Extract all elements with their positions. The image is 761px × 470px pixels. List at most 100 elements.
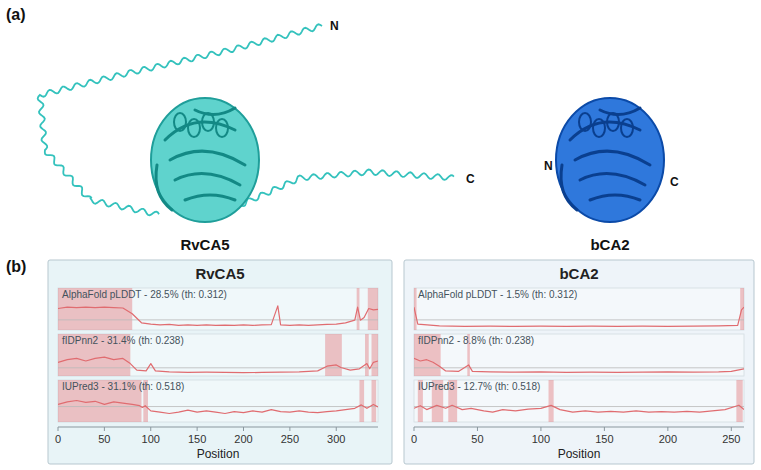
x-tick-label: 150 (595, 433, 613, 445)
track-frame (414, 380, 744, 422)
x-tick-label: 150 (188, 433, 206, 445)
helix (188, 119, 200, 137)
disorder-region (359, 380, 364, 422)
x-axis (58, 427, 378, 428)
panel-title: bCA2 (559, 265, 598, 282)
x-tick-label: 100 (532, 433, 550, 445)
chart-panel: bCA2 AlphaFold pLDDT - 1.5% (th: 0.312) fI… (404, 260, 754, 464)
secondary-structure (185, 195, 235, 200)
x-tick (197, 427, 198, 431)
x-tick (477, 427, 478, 431)
helix (607, 113, 619, 131)
x-tick-label: 200 (659, 433, 677, 445)
secondary-structure (170, 151, 245, 165)
terminus-label: N (330, 19, 339, 33)
disorder-region (736, 380, 742, 422)
x-tick (604, 427, 605, 431)
structure-rvca5 (38, 24, 454, 222)
x-tick-label: 300 (327, 433, 345, 445)
disordered-tail (240, 170, 454, 207)
x-tick-label: 250 (722, 433, 740, 445)
panel-background (48, 260, 392, 464)
x-tick-label: 0 (411, 433, 417, 445)
track-label: AlphaFold pLDDT - 1.5% (th: 0.312) (418, 289, 577, 300)
x-tick (540, 427, 541, 431)
helix (579, 113, 591, 131)
x-tick (104, 427, 105, 431)
track-marks (414, 288, 744, 330)
track-marks (58, 288, 378, 330)
threshold-line (414, 319, 744, 320)
track-frame (414, 334, 744, 376)
threshold-line (414, 406, 744, 407)
disorder-region (372, 334, 378, 376)
x-tick (150, 427, 151, 431)
x-tick (731, 427, 732, 431)
score-line (58, 401, 378, 414)
structure-bca2 (556, 98, 664, 222)
structure-name: RvCA5 (180, 236, 229, 253)
secondary-structure (600, 108, 640, 115)
secondary-structure (195, 108, 235, 115)
secondary-structure (575, 151, 650, 165)
track-frame (58, 380, 378, 422)
x-tick (336, 427, 337, 431)
track-label: fIDPnn2 - 8.8% (th: 0.238) (418, 335, 534, 346)
x-axis-title: Position (197, 447, 240, 461)
secondary-structure (175, 174, 240, 185)
score-line (414, 405, 744, 412)
x-tick (289, 427, 290, 431)
track-marks (414, 380, 744, 422)
structure-name: bCA2 (590, 236, 629, 253)
helix (202, 113, 214, 131)
figure: (a) (b) N C RvCA5 N CbCA2 RvCA5 AlphaFold pLDDT … (0, 0, 761, 470)
track-label: AlphaFold pLDDT - 28.5% (th: 0.312) (62, 289, 227, 300)
disorder-region (372, 380, 377, 422)
secondary-structure (580, 174, 645, 185)
x-tick-label: 50 (471, 433, 483, 445)
threshold-line (58, 406, 378, 407)
score-line (58, 357, 378, 373)
x-tick (667, 427, 668, 431)
secondary-structure (561, 165, 577, 210)
threshold-line (58, 319, 378, 320)
score-line (414, 307, 744, 326)
secondary-structure (156, 165, 172, 210)
x-tick (243, 427, 244, 431)
track-frame (414, 288, 744, 330)
protein-core (556, 98, 664, 222)
terminus-label: N (544, 159, 553, 173)
disorder-region (325, 334, 342, 376)
panel-background (404, 260, 754, 464)
track-marks (414, 334, 744, 376)
track-frame (58, 334, 378, 376)
track-frame (58, 288, 378, 330)
terminus-label: C (670, 175, 679, 189)
x-axis (414, 427, 744, 428)
helix (216, 119, 228, 137)
track-label: fIDPnn2 - 31.4% (th: 0.238) (62, 335, 184, 346)
score-line (414, 358, 744, 372)
panel-title: RvCA5 (195, 265, 244, 282)
panel-label: (a) (6, 6, 26, 23)
x-axis-title: Position (558, 447, 601, 461)
x-tick-label: 200 (234, 433, 252, 445)
x-tick-label: 250 (281, 433, 299, 445)
x-tick (58, 427, 59, 431)
x-tick-label: 0 (55, 433, 61, 445)
secondary-structure (590, 195, 640, 200)
score-line (58, 306, 378, 326)
helix (621, 119, 633, 137)
track-label: IUPred3 - 31.1% (th: 0.518) (62, 381, 184, 392)
disorder-region (365, 334, 369, 376)
helix (593, 119, 605, 137)
protein-core (151, 98, 259, 222)
x-tick-label: 100 (142, 433, 160, 445)
disorder-region (549, 380, 554, 422)
panel-label: (b) (6, 258, 26, 275)
track-marks (58, 380, 378, 422)
x-tick (414, 427, 415, 431)
track-marks (58, 334, 378, 376)
terminus-label: C (466, 172, 475, 186)
chart-panel: RvCA5 AlphaFold pLDDT - 28.5% (th: 0.312)… (48, 260, 392, 464)
